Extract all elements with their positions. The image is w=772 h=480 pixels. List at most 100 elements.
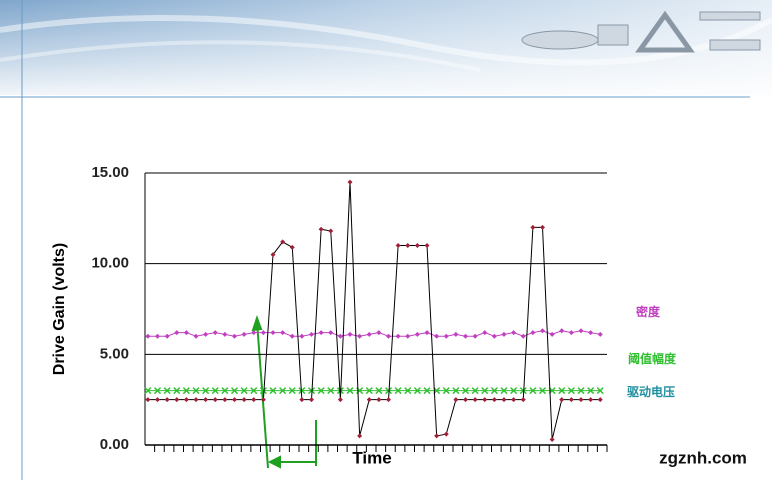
point-marker (212, 397, 218, 403)
point-marker (395, 333, 401, 339)
point-marker (501, 397, 507, 403)
point-marker (394, 387, 402, 395)
point-marker (443, 333, 449, 339)
point-marker (549, 437, 555, 443)
point-marker (328, 330, 334, 336)
point-marker (511, 330, 517, 336)
point-marker (183, 330, 189, 336)
point-marker (211, 387, 219, 395)
point-marker (520, 333, 526, 339)
point-marker (567, 387, 575, 395)
point-marker (530, 330, 536, 336)
point-marker (145, 333, 151, 339)
point-marker (192, 387, 200, 395)
point-marker (558, 387, 566, 395)
point-marker (153, 387, 162, 395)
header-devices (521, 10, 761, 53)
point-marker (347, 179, 353, 185)
y-tick-label: 5.00 (100, 345, 129, 362)
point-marker (577, 387, 585, 395)
point-marker (540, 328, 546, 334)
point-marker (260, 397, 266, 403)
point-marker (280, 239, 286, 245)
point-marker (482, 330, 488, 336)
point-marker (511, 397, 517, 403)
point-marker (559, 328, 565, 334)
point-marker (203, 331, 209, 337)
point-marker (386, 333, 392, 339)
point-marker (442, 387, 450, 395)
point-marker (173, 387, 181, 395)
point-marker (203, 397, 209, 403)
point-marker (163, 387, 171, 395)
point-marker (317, 387, 325, 395)
point-marker (559, 397, 565, 403)
point-marker (413, 387, 421, 395)
point-marker (182, 387, 190, 395)
point-marker (538, 387, 547, 395)
point-marker (481, 387, 489, 395)
point-marker (384, 387, 393, 395)
point-marker (164, 333, 170, 339)
point-marker (347, 331, 353, 337)
point-marker (309, 397, 315, 403)
point-marker (434, 433, 440, 439)
point-marker (288, 387, 296, 395)
point-marker (366, 331, 372, 337)
point-marker (241, 397, 247, 403)
point-marker (270, 330, 276, 336)
point-marker (529, 387, 537, 395)
point-marker (221, 387, 229, 395)
point-marker (587, 387, 595, 395)
point-marker (279, 387, 287, 395)
point-marker (471, 387, 479, 395)
point-marker (357, 433, 363, 439)
point-marker (472, 397, 478, 403)
point-marker (357, 333, 363, 339)
point-marker (463, 397, 469, 403)
point-marker (240, 387, 248, 395)
point-marker (423, 387, 431, 395)
point-marker (404, 387, 412, 395)
point-marker (337, 333, 343, 339)
point-marker (299, 397, 305, 403)
point-marker (375, 387, 383, 395)
point-marker (597, 397, 603, 403)
point-marker (241, 331, 247, 337)
point-marker (424, 330, 430, 336)
point-marker (269, 387, 277, 395)
point-marker (530, 224, 536, 230)
point-marker (251, 330, 257, 336)
point-marker (500, 387, 508, 395)
point-marker (232, 397, 238, 403)
point-marker (174, 330, 180, 336)
y-tick-label: 10.00 (91, 255, 129, 272)
point-marker (588, 330, 594, 336)
point-marker (193, 397, 199, 403)
point-marker (145, 397, 151, 403)
point-marker (250, 387, 258, 395)
point-marker (259, 387, 267, 395)
point-marker (405, 333, 411, 339)
point-marker (453, 397, 459, 403)
watermark: zgznh.com (659, 448, 747, 467)
point-marker (298, 387, 306, 395)
point-marker (270, 252, 276, 258)
point-marker (452, 387, 460, 395)
point-marker (366, 397, 372, 403)
point-marker (578, 397, 584, 403)
point-marker (164, 397, 170, 403)
point-marker (424, 243, 430, 249)
point-marker (174, 397, 180, 403)
legend-label: 驱动电压 (627, 384, 675, 399)
point-marker (289, 333, 295, 339)
point-marker (588, 397, 594, 403)
header-swoosh (0, 15, 772, 66)
point-marker (232, 333, 238, 339)
point-marker (328, 228, 334, 234)
point-marker (155, 397, 161, 403)
point-marker (453, 331, 459, 337)
point-marker (337, 397, 343, 403)
point-marker (365, 387, 373, 395)
point-marker (472, 333, 478, 339)
